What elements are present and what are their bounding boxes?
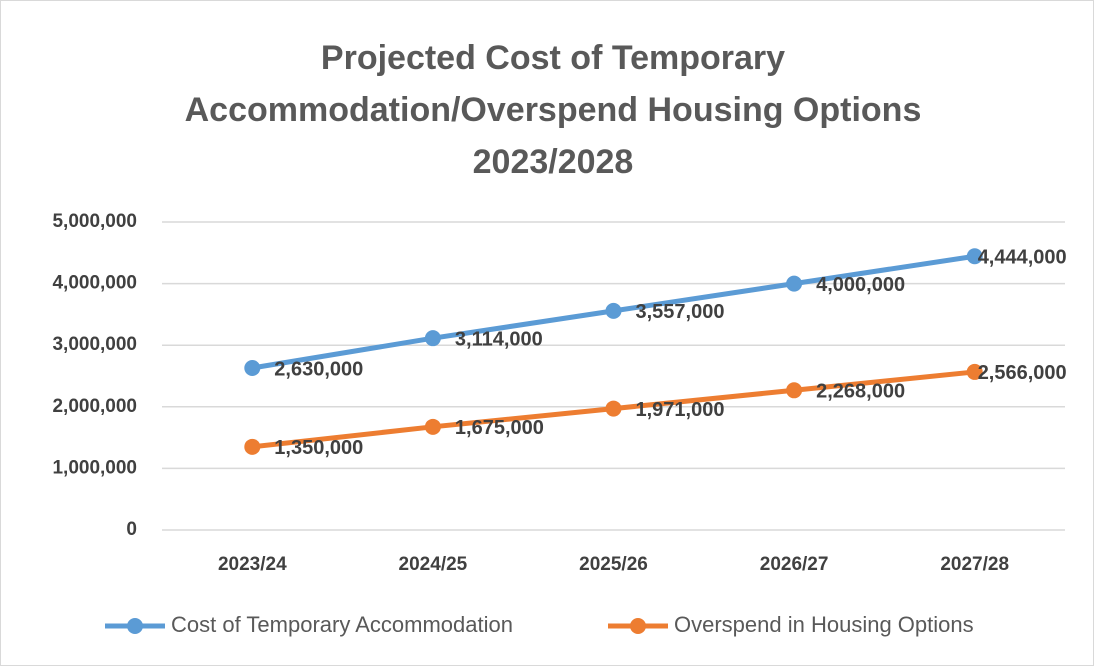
- legend-marker: [630, 618, 646, 634]
- data-label: 4,000,000: [816, 274, 905, 296]
- data-label: 3,114,000: [455, 328, 543, 350]
- y-tick-label: 4,000,000: [52, 273, 137, 294]
- data-label: 1,971,000: [636, 399, 725, 421]
- point: [966, 363, 983, 380]
- point: [605, 302, 622, 319]
- point: [244, 438, 261, 455]
- x-tick-label: 2027/28: [940, 554, 1009, 575]
- data-label: 2,566,000: [978, 362, 1067, 384]
- data-label: 1,350,000: [274, 437, 363, 459]
- chart-title: Accommodation/Overspend Housing Options: [185, 91, 922, 129]
- y-tick-label: 5,000,000: [52, 211, 137, 232]
- data-label: 4,444,000: [978, 247, 1067, 269]
- y-tick-label: 2,000,000: [52, 396, 137, 417]
- x-tick-label: 2025/26: [579, 554, 648, 575]
- y-tick-label: 3,000,000: [52, 334, 137, 355]
- point: [786, 275, 803, 292]
- point: [244, 359, 261, 376]
- point: [966, 248, 983, 265]
- data-label: 1,675,000: [455, 417, 544, 439]
- point: [605, 400, 622, 417]
- chart-title: Projected Cost of Temporary: [321, 39, 785, 77]
- x-tick-label: 2023/24: [218, 554, 287, 575]
- data-label: 2,268,000: [816, 381, 905, 403]
- point: [424, 330, 441, 347]
- point: [786, 382, 803, 399]
- point: [424, 418, 441, 435]
- x-tick-label: 2026/27: [760, 554, 829, 575]
- data-label: 2,630,000: [274, 358, 363, 380]
- legend-marker: [127, 618, 143, 634]
- chart-title: 2023/2028: [473, 143, 634, 181]
- y-tick-label: 0: [126, 519, 137, 540]
- x-tick-label: 2024/25: [399, 554, 468, 575]
- legend-label: Overspend in Housing Options: [674, 612, 974, 637]
- y-tick-label: 1,000,000: [52, 457, 137, 478]
- legend-label: Cost of Temporary Accommodation: [171, 612, 513, 637]
- data-label: 3,557,000: [636, 301, 725, 323]
